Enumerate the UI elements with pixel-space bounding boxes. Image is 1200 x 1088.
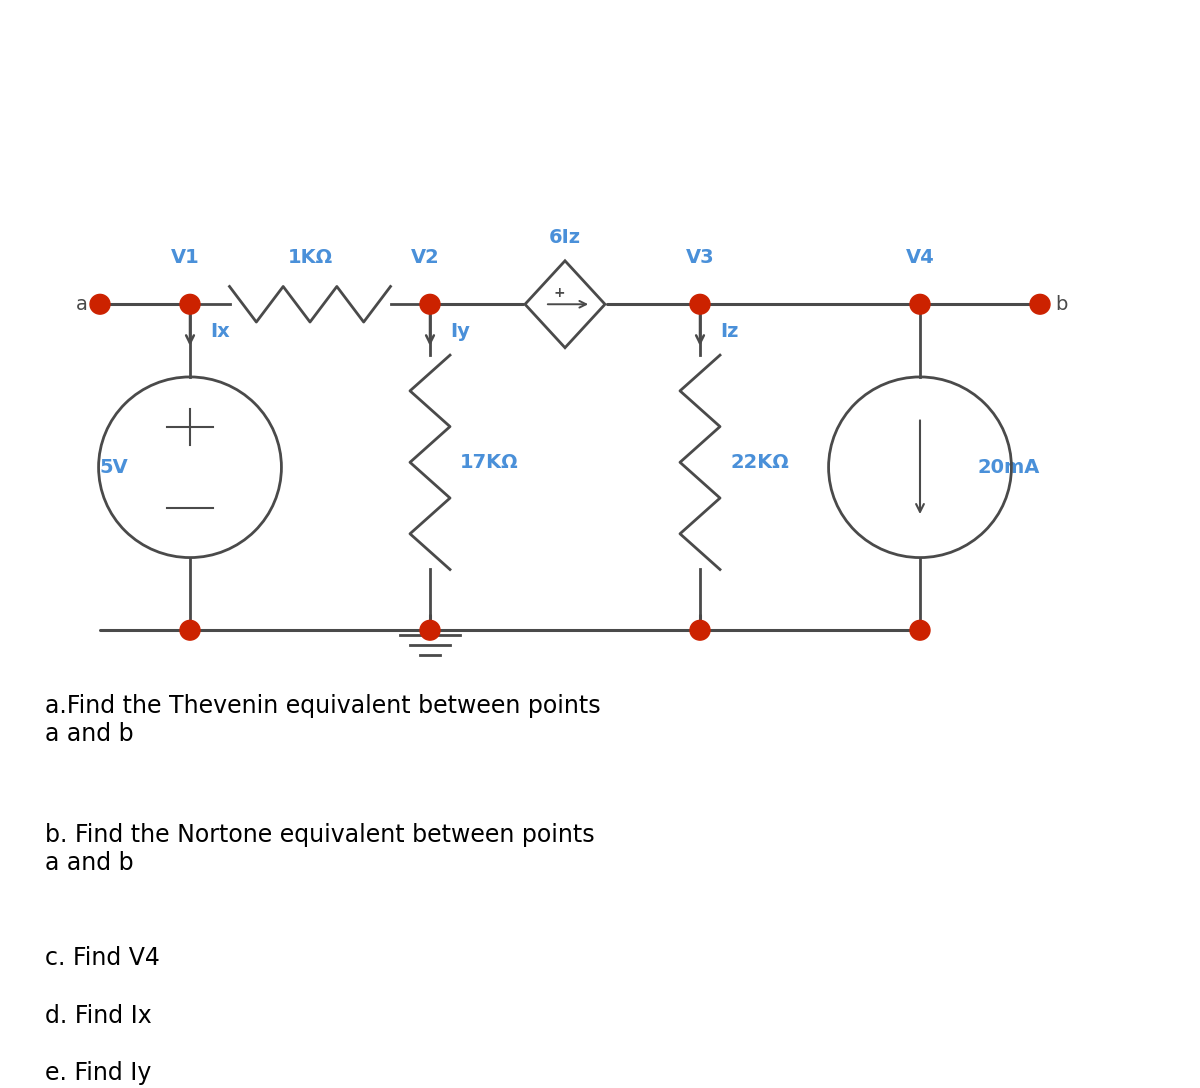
Text: 17KΩ: 17KΩ (460, 453, 518, 472)
Text: 6Iz: 6Iz (550, 228, 581, 247)
Circle shape (1030, 295, 1050, 314)
Circle shape (90, 295, 110, 314)
Text: b. Find the Nortone equivalent between points
a and b: b. Find the Nortone equivalent between p… (46, 823, 595, 875)
Circle shape (420, 295, 440, 314)
Text: a.Find the Thevenin equivalent between points
a and b: a.Find the Thevenin equivalent between p… (46, 694, 601, 746)
Circle shape (910, 295, 930, 314)
Text: 5V: 5V (100, 458, 128, 477)
Text: d. Find Ix: d. Find Ix (46, 1003, 151, 1028)
Text: V1: V1 (170, 248, 199, 267)
Text: Iy: Iy (450, 322, 470, 342)
Text: V2: V2 (410, 248, 439, 267)
Text: a: a (76, 295, 88, 313)
Circle shape (690, 295, 710, 314)
Text: 22KΩ: 22KΩ (730, 453, 788, 472)
Text: 1KΩ: 1KΩ (288, 248, 332, 267)
Text: Ix: Ix (210, 322, 229, 342)
Circle shape (180, 295, 200, 314)
Circle shape (690, 620, 710, 640)
Text: V4: V4 (906, 248, 935, 267)
Text: 20mA: 20mA (978, 458, 1040, 477)
Text: Iz: Iz (720, 322, 738, 342)
Text: c. Find V4: c. Find V4 (46, 947, 160, 970)
Circle shape (420, 620, 440, 640)
Circle shape (910, 620, 930, 640)
Text: e. Find Iy: e. Find Iy (46, 1061, 151, 1085)
Text: b: b (1055, 295, 1067, 313)
Circle shape (180, 620, 200, 640)
Text: V3: V3 (685, 248, 714, 267)
Text: +: + (553, 286, 565, 300)
